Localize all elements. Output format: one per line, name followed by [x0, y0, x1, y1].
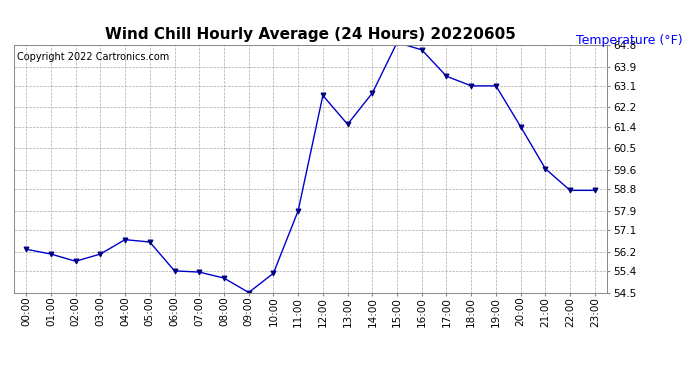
- Text: Temperature (°F): Temperature (°F): [576, 34, 683, 47]
- Title: Wind Chill Hourly Average (24 Hours) 20220605: Wind Chill Hourly Average (24 Hours) 202…: [105, 27, 516, 42]
- Text: Copyright 2022 Cartronics.com: Copyright 2022 Cartronics.com: [17, 53, 169, 62]
